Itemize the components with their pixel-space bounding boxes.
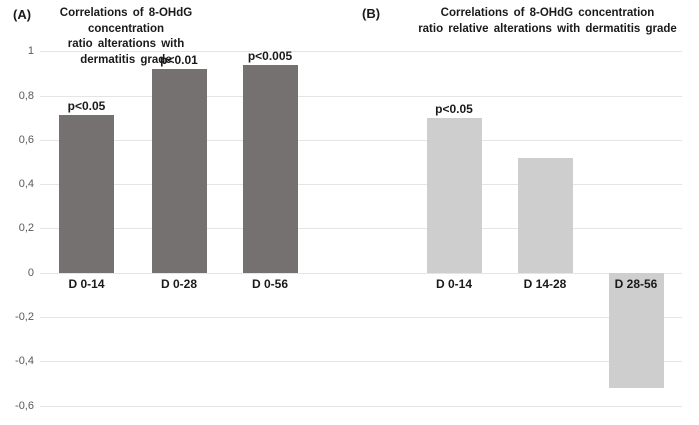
gridline [40,405,682,407]
y-axis-tick-label: 0,6 [18,133,34,146]
y-axis-tick-label: 0,4 [18,178,34,191]
bar-category-label: D 0-14 [68,277,105,291]
y-axis-tick-label: -0,2 [15,311,34,323]
bar-category-label: D 28-56 [614,277,658,291]
y-axis-tick-label: 0,8 [18,89,34,102]
bar [517,157,573,273]
bar [151,68,207,273]
panel-a-tag: (A) [13,7,32,22]
bar [608,272,664,388]
gridline [40,184,682,186]
bar [242,64,298,273]
y-axis-tick-label: -0,6 [15,399,34,412]
y-axis-tick-label: 0,2 [18,222,34,235]
y-axis-tick-label: 1 [27,45,34,58]
gridline [40,272,682,274]
bar-category-label: D 14-28 [523,277,567,291]
panel-b-title: Correlations of 8-OHdG concentration rat… [400,6,695,37]
panel-a-title: Correlations of 8-OHdG concentration rat… [40,6,212,68]
gridline [40,139,682,141]
gridline [40,361,682,363]
panel-b-tag: (B) [362,6,381,21]
panel-a-title-line2: ratio alterations with dermatitis grade [67,38,185,66]
gridline [40,51,682,53]
bar [59,115,114,273]
y-axis-tick-label: -0,4 [15,355,34,368]
panel-b-title-line1: Correlations of 8-OHdG concentration [440,7,655,19]
bar-category-label: D 0-14 [435,277,473,291]
bar [426,117,482,273]
bar-p-value-label: p<0.05 [435,101,473,116]
gridline [40,228,682,230]
bar-p-value-label: p<0.005 [247,48,293,63]
bar-p-value-label: p<0.05 [67,99,106,114]
gridline [40,95,682,97]
panel-a-title-line1: Correlations of 8-OHdG concentration [59,7,193,35]
panel-b-title-line2: ratio relative alterations with dermatit… [418,22,677,35]
y-axis-tick-label: 0 [27,266,34,279]
bar-category-label: D 0-28 [160,277,198,291]
gridline [40,317,682,318]
bar-category-label: D 0-56 [251,277,289,291]
bar-p-value-label: p<0.01 [160,52,198,67]
